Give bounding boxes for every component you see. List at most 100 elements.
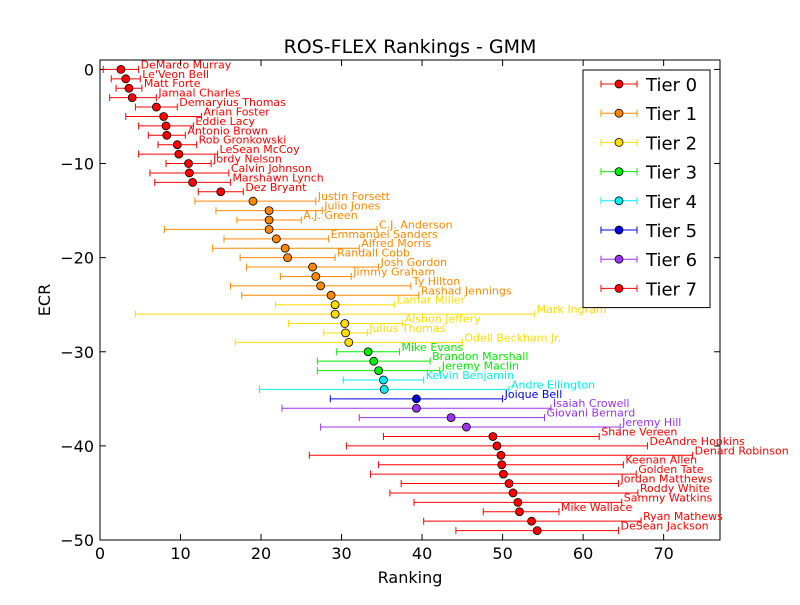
point-label: Julius Thomas bbox=[368, 322, 445, 335]
data-point bbox=[127, 93, 137, 103]
point-label: Jamaal Charles bbox=[157, 87, 240, 100]
x-tick-label: 50 bbox=[492, 544, 512, 563]
point-label: Jordan Matthews bbox=[620, 473, 713, 486]
x-tick-label: 0 bbox=[95, 544, 105, 563]
point-label: Randall Cobb bbox=[337, 247, 410, 260]
point-label: Le'Veon Bell bbox=[142, 68, 209, 81]
legend-label: Tier 0 bbox=[645, 75, 697, 96]
legend-label: Tier 7 bbox=[645, 279, 697, 300]
point-label: Shane Vereen bbox=[601, 425, 677, 438]
point-label: DeSean Jackson bbox=[621, 520, 709, 533]
legend-marker bbox=[614, 108, 624, 118]
data-point bbox=[172, 140, 182, 150]
data-point bbox=[151, 102, 161, 112]
legend: Tier 0 Tier 1 Tier 2 Tier 3 Tier 4 Tier 5 Tier… bbox=[582, 69, 711, 309]
y-tick-label: −50 bbox=[60, 531, 94, 550]
data-point bbox=[461, 422, 471, 432]
point-label: Marshawn Lynch bbox=[232, 171, 323, 184]
x-tick-label: 10 bbox=[170, 544, 190, 563]
point-label: Denard Robinson bbox=[695, 444, 789, 457]
x-tick-label: 40 bbox=[412, 544, 432, 563]
legend-entry: Tier 0 bbox=[600, 75, 697, 96]
point-label: Golden Tate bbox=[638, 463, 703, 476]
data-point bbox=[330, 300, 340, 310]
data-point bbox=[508, 488, 518, 498]
point-label: LeSean McCoy bbox=[220, 143, 301, 156]
legend-marker bbox=[614, 254, 624, 264]
point-label: Andre Ellington bbox=[511, 378, 595, 391]
data-point bbox=[341, 328, 350, 338]
point-label: Kelvin Benjamin bbox=[426, 369, 514, 382]
data-point bbox=[515, 507, 524, 517]
point-label: Rashad Jennings bbox=[421, 284, 512, 297]
data-point bbox=[412, 394, 421, 404]
y-axis-label: ECR bbox=[35, 284, 54, 316]
data-point bbox=[499, 469, 508, 479]
point-label: Mike Wallace bbox=[561, 501, 633, 514]
point-label: Joique Bell bbox=[504, 388, 563, 401]
point-label: Giovani Bernard bbox=[546, 407, 635, 420]
data-point bbox=[264, 215, 274, 225]
point-label: Jeremy Maclin bbox=[441, 360, 519, 373]
data-point bbox=[311, 272, 321, 281]
point-label: Lamar Miller bbox=[397, 294, 466, 307]
point-label: Roddy White bbox=[640, 482, 710, 495]
data-point bbox=[446, 413, 456, 423]
point-label: Dez Bryant bbox=[245, 181, 307, 194]
series-tier-5: Joique Bell bbox=[329, 388, 563, 404]
y-tick-label: −10 bbox=[60, 155, 94, 174]
data-point bbox=[344, 337, 354, 347]
point-label: Odell Beckham Jr. bbox=[464, 331, 561, 344]
point-label: Eddie Lacy bbox=[195, 115, 255, 128]
point-label: Rob Gronkowski bbox=[199, 134, 287, 147]
point-label: Josh Gordon bbox=[380, 256, 447, 269]
legend-entry: Tier 7 bbox=[600, 279, 697, 300]
point-label: Isaiah Crowell bbox=[553, 397, 630, 410]
data-point bbox=[188, 177, 197, 187]
data-point bbox=[283, 253, 293, 263]
data-point bbox=[374, 366, 383, 375]
point-label: Demaryius Thomas bbox=[179, 96, 286, 109]
x-tick-label: 70 bbox=[653, 544, 673, 563]
legend-marker bbox=[614, 225, 624, 235]
legend-label: Tier 4 bbox=[645, 192, 697, 213]
legend-marker bbox=[614, 79, 624, 89]
legend-marker bbox=[614, 137, 624, 147]
point-label: Calvin Johnson bbox=[231, 162, 312, 175]
data-point bbox=[161, 121, 171, 131]
data-point bbox=[330, 309, 340, 319]
y-tick-label: −40 bbox=[60, 437, 94, 456]
data-point bbox=[496, 450, 506, 460]
data-point bbox=[264, 225, 274, 234]
legend-label: Tier 2 bbox=[645, 133, 697, 154]
data-point bbox=[504, 479, 514, 488]
data-point bbox=[121, 74, 131, 84]
data-point bbox=[174, 149, 184, 159]
x-axis-label: Ranking bbox=[378, 568, 443, 587]
x-tick-label: 60 bbox=[573, 544, 593, 563]
data-point bbox=[379, 375, 388, 385]
data-point bbox=[369, 356, 379, 366]
data-point bbox=[379, 385, 389, 394]
legend-frame bbox=[582, 69, 711, 309]
x-tick-label: 20 bbox=[251, 544, 271, 563]
x-tick-label: 30 bbox=[331, 544, 351, 563]
point-label: Ty Hilton bbox=[412, 275, 460, 288]
point-label: Alshon Jeffery bbox=[405, 313, 481, 326]
legend-entry: Tier 1 bbox=[600, 104, 697, 125]
data-point bbox=[248, 196, 258, 206]
data-point bbox=[124, 83, 134, 93]
point-label: Keenan Allen bbox=[625, 454, 697, 467]
data-point bbox=[162, 130, 172, 140]
point-label: C.J. Anderson bbox=[379, 218, 453, 231]
legend-label: Tier 1 bbox=[645, 104, 697, 125]
point-label: Ryan Mathews bbox=[643, 510, 723, 523]
data-point bbox=[340, 319, 350, 328]
data-point bbox=[363, 347, 373, 357]
data-point bbox=[497, 460, 507, 470]
